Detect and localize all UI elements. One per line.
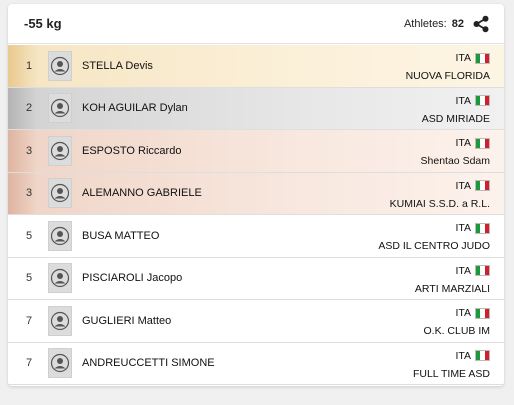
nation-code: ITA — [455, 94, 471, 107]
avatar — [48, 263, 72, 294]
person-icon — [50, 226, 70, 245]
club-name: KUMIAI S.S.D. a R.L. — [389, 197, 490, 210]
avatar — [48, 348, 72, 379]
italy-flag-icon — [475, 52, 490, 64]
athlete-name[interactable]: BUSA MATTEO — [82, 229, 160, 242]
person-icon — [50, 141, 70, 160]
italy-flag-icon — [475, 265, 490, 276]
person-icon — [50, 354, 70, 373]
athlete-name[interactable]: STELLA Devis — [82, 59, 153, 72]
athlete-affiliation: ITA Shentao Sdam — [421, 135, 490, 169]
club-name: ASD IL CENTRO JUDO — [378, 240, 490, 252]
person-icon — [50, 99, 70, 118]
nation-code: ITA — [455, 137, 471, 149]
nation-code: ITA — [455, 307, 471, 319]
person-icon — [50, 184, 70, 203]
athlete-name[interactable]: ANDREUCCETTI SIMONE — [82, 357, 215, 370]
athlete-affiliation: ITA KUMIAI S.S.D. a R.L. — [390, 178, 490, 212]
club-name: NUOVA FLORIDA — [405, 70, 490, 82]
athlete-affiliation: ITA ARTI MARZIALI — [415, 263, 490, 297]
category-header: -55 kg Athletes: 82 — [8, 4, 504, 44]
italy-flag-icon — [475, 180, 490, 191]
club-name: ARTI MARZIALI — [414, 282, 490, 295]
athlete-affiliation: ITA NUOVA FLORIDA — [406, 50, 490, 84]
athlete-affiliation: ITA ASD IL CENTRO JUDO — [378, 220, 490, 254]
athlete-name[interactable]: ESPOSTO Riccardo — [82, 144, 182, 157]
athlete-row[interactable]: 1 STELLA Devis ITA NUOVA FLORIDA — [8, 45, 504, 88]
club-name: ASD MIRIADE — [421, 112, 490, 125]
results-card: -55 kg Athletes: 82 1 STE — [8, 4, 504, 386]
avatar — [48, 50, 72, 81]
italy-flag-icon — [475, 137, 490, 149]
avatar — [48, 220, 72, 251]
club-name: O.K. CLUB IM — [423, 325, 490, 337]
rank: 7 — [25, 314, 33, 327]
athlete-row[interactable]: 3 ESPOSTO Riccardo ITA Shentao Sdam — [8, 130, 504, 173]
italy-flag-icon — [475, 307, 490, 319]
rank: 3 — [25, 144, 33, 157]
avatar — [48, 93, 72, 124]
athlete-name[interactable]: KOH AGUILAR Dylan — [82, 102, 188, 115]
athlete-row[interactable]: 5 PISCIAROLI Jacopo ITA ARTI MARZIALI — [8, 258, 504, 300]
rank: 2 — [25, 102, 33, 115]
italy-flag-icon — [475, 350, 490, 361]
avatar — [48, 305, 72, 336]
italy-flag-icon — [475, 95, 490, 106]
athlete-row[interactable]: 7 ANDREUCCETTI SIMONE ITA FULL TIME ASD — [8, 343, 504, 385]
athlete-row[interactable]: 2 KOH AGUILAR Dylan ITA ASD MIRIADE — [8, 87, 504, 130]
avatar — [48, 135, 72, 166]
person-icon — [50, 56, 70, 75]
athlete-affiliation: ITA ASD MIRIADE — [422, 93, 490, 127]
rank: 3 — [25, 187, 33, 200]
nation-code: ITA — [455, 222, 471, 234]
athletes-summary: Athletes: 82 — [404, 15, 490, 33]
share-icon[interactable] — [472, 15, 490, 33]
avatar — [48, 178, 72, 209]
rank: 5 — [25, 272, 33, 285]
category-title: -55 kg — [24, 16, 62, 31]
club-name: FULL TIME ASD — [412, 367, 490, 380]
rank: 1 — [25, 59, 33, 72]
athlete-row[interactable]: 5 BUSA MATTEO ITA ASD IL CENTRO JUDO — [8, 215, 504, 258]
athlete-name[interactable]: PISCIAROLI Jacopo — [82, 272, 183, 285]
club-name: Shentao Sdam — [420, 155, 490, 167]
athletes-count: 82 — [451, 17, 464, 30]
nation-code: ITA — [455, 179, 471, 192]
italy-flag-icon — [475, 222, 490, 234]
nation-code: ITA — [455, 349, 471, 362]
athlete-name[interactable]: ALEMANNO GABRIELE — [82, 187, 202, 200]
nation-code: ITA — [455, 52, 471, 64]
person-icon — [50, 311, 70, 330]
athlete-row[interactable]: 7 GUGLIERI Matteo ITA O.K. CLUB IM — [8, 300, 504, 343]
nation-code: ITA — [455, 264, 471, 277]
results-list: 1 STELLA Devis ITA NUOVA FLORIDA 2 — [8, 45, 504, 385]
rank: 7 — [25, 357, 33, 370]
person-icon — [50, 269, 70, 288]
rank: 5 — [25, 229, 33, 242]
athlete-name[interactable]: GUGLIERI Matteo — [82, 314, 172, 327]
athletes-label: Athletes: — [403, 17, 447, 30]
athlete-row[interactable]: 3 ALEMANNO GABRIELE ITA KUMIAI S.S.D. a … — [8, 172, 504, 215]
athlete-affiliation: ITA FULL TIME ASD — [413, 348, 490, 382]
athlete-affiliation: ITA O.K. CLUB IM — [423, 305, 490, 339]
